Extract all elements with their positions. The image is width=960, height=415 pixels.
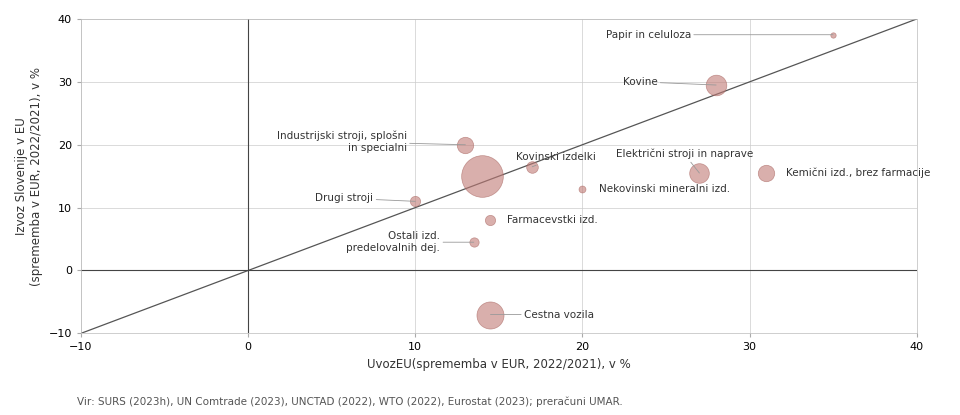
Point [474, 173, 490, 180]
Point [483, 311, 498, 318]
X-axis label: UvozEU(sprememba v EUR, 2022/2021), v %: UvozEU(sprememba v EUR, 2022/2021), v % [367, 358, 631, 371]
Y-axis label: Izvoz Slovenije v EU
(sprememba v EUR, 2022/2021), v %: Izvoz Slovenije v EU (sprememba v EUR, 2… [15, 67, 43, 286]
Text: Kemični izd., brez farmacije: Kemični izd., brez farmacije [786, 168, 930, 178]
Text: Ostali izd.
predelovalnih dej.: Ostali izd. predelovalnih dej. [347, 232, 473, 253]
Text: Električni stroji in naprave: Električni stroji in naprave [615, 149, 753, 173]
Text: Kovinski izdelki: Kovinski izdelki [516, 152, 595, 167]
Point [408, 198, 423, 205]
Point [692, 170, 708, 176]
Point [758, 170, 774, 176]
Text: Kovine: Kovine [623, 77, 716, 87]
Point [458, 142, 473, 148]
Point [466, 239, 481, 246]
Text: Papir in celuloza: Papir in celuloza [606, 30, 833, 40]
Text: Nekovinski mineralni izd.: Nekovinski mineralni izd. [599, 184, 731, 194]
Text: Drugi stroji: Drugi stroji [316, 193, 416, 203]
Text: Vir: SURS (2023h), UN Comtrade (2023), UNCTAD (2022), WTO (2022), Eurostat (2023: Vir: SURS (2023h), UN Comtrade (2023), U… [77, 396, 622, 407]
Text: Farmacevstki izd.: Farmacevstki izd. [507, 215, 598, 225]
Point [483, 217, 498, 224]
Point [708, 82, 724, 88]
Point [575, 186, 590, 192]
Text: Cestna vozila: Cestna vozila [491, 310, 594, 320]
Point [826, 32, 841, 38]
Text: Industrijski stroji, splošni
in specialni: Industrijski stroji, splošni in specialn… [276, 131, 466, 153]
Point [524, 164, 540, 170]
